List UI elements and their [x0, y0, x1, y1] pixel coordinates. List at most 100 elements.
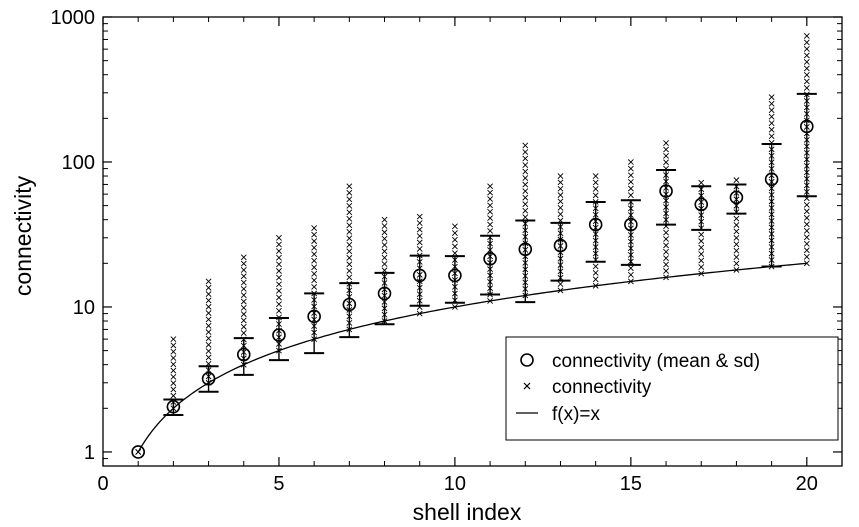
connectivity-point — [487, 202, 494, 209]
connectivity-point — [170, 386, 177, 393]
connectivity-point — [451, 230, 458, 236]
connectivity-point — [170, 380, 177, 387]
connectivity-point — [733, 222, 740, 228]
connectivity-point — [698, 257, 705, 264]
connectivity-point — [170, 392, 177, 399]
connectivity-point — [311, 231, 318, 238]
connectivity-point — [381, 248, 388, 255]
connectivity-point — [240, 330, 247, 337]
connectivity-point — [627, 265, 634, 272]
connectivity-point — [240, 298, 247, 305]
connectivity-point — [276, 281, 282, 288]
y-tick-label: 1 — [84, 442, 95, 464]
connectivity-point — [240, 267, 247, 273]
connectivity-point — [522, 149, 529, 155]
x-tick-label: 20 — [796, 473, 818, 495]
connectivity-point — [205, 297, 212, 304]
connectivity-point — [557, 185, 564, 192]
connectivity-point — [663, 242, 669, 249]
y-tick-label: 100 — [62, 152, 95, 174]
connectivity-point — [311, 283, 318, 290]
mean-marker — [412, 268, 427, 283]
connectivity-point — [240, 279, 247, 286]
connectivity-point — [381, 229, 388, 236]
connectivity-point — [276, 234, 282, 241]
connectivity-point — [205, 322, 212, 329]
connectivity-point — [416, 233, 423, 239]
connectivity-point — [416, 239, 423, 246]
connectivity-point — [240, 254, 247, 261]
connectivity-point — [381, 242, 388, 248]
connectivity-point — [698, 231, 705, 238]
x-tick-label: 5 — [273, 473, 284, 495]
connectivity-point — [768, 107, 775, 114]
connectivity-point — [698, 238, 705, 245]
connectivity-point — [205, 354, 212, 361]
mean-marker — [764, 172, 779, 187]
connectivity-point — [803, 253, 810, 260]
connectivity-point — [592, 269, 599, 276]
connectivity-point — [311, 257, 318, 264]
connectivity-point — [557, 211, 564, 218]
mean-marker — [518, 242, 533, 257]
connectivity-point — [592, 173, 599, 179]
mean-marker — [377, 286, 392, 301]
connectivity-point — [381, 223, 388, 229]
connectivity-point — [627, 271, 634, 278]
connectivity-point — [205, 278, 212, 285]
connectivity-point — [803, 65, 810, 72]
connectivity-point — [522, 155, 529, 162]
connectivity-point — [311, 277, 318, 284]
connectivity-point — [592, 192, 599, 199]
connectivity-point — [240, 311, 247, 318]
connectivity-point — [803, 214, 810, 221]
connectivity-point — [627, 185, 634, 192]
connectivity-point — [170, 361, 177, 368]
connectivity-point — [487, 227, 494, 234]
connectivity-point — [276, 261, 282, 268]
connectivity-point — [803, 59, 810, 65]
connectivity-point — [768, 94, 775, 101]
connectivity-point — [311, 264, 318, 271]
connectivity-point — [276, 287, 282, 294]
legend-circle-marker — [520, 353, 534, 367]
connectivity-point — [803, 208, 810, 215]
connectivity-point — [803, 240, 810, 247]
mean-marker — [448, 268, 462, 283]
connectivity-point — [311, 251, 318, 258]
mean-marker — [588, 217, 603, 232]
connectivity-point — [381, 261, 388, 267]
connectivity-point — [768, 120, 775, 127]
connectivity-point — [381, 216, 388, 223]
connectivity-point — [663, 229, 669, 236]
connectivity-point — [381, 235, 388, 242]
connectivity-point — [205, 335, 212, 342]
connectivity-point — [487, 189, 494, 196]
connectivity-point — [451, 243, 458, 250]
connectivity-point — [698, 179, 705, 186]
connectivity-point — [346, 189, 353, 196]
connectivity-point — [487, 215, 494, 222]
connectivity-point — [346, 209, 353, 216]
connectivity-point — [557, 192, 564, 199]
mean-marker — [659, 184, 673, 198]
mean-marker — [272, 328, 286, 342]
connectivity-point — [487, 183, 494, 190]
connectivity-point — [768, 126, 775, 133]
mean-marker — [236, 347, 251, 362]
connectivity-point — [522, 142, 529, 149]
connectivity-point — [346, 183, 353, 190]
connectivity-point — [240, 323, 247, 330]
connectivity-point — [451, 250, 458, 257]
connectivity-point — [803, 221, 810, 228]
connectivity-point — [663, 236, 669, 242]
connectivity-point — [627, 192, 634, 199]
connectivity-point — [733, 254, 740, 261]
legend-x-marker — [523, 382, 531, 390]
connectivity-point — [733, 228, 740, 235]
connectivity-point — [663, 159, 669, 166]
connectivity-point — [205, 310, 212, 317]
connectivity-point — [170, 367, 177, 374]
connectivity-point — [487, 196, 494, 202]
connectivity-point — [416, 246, 423, 252]
